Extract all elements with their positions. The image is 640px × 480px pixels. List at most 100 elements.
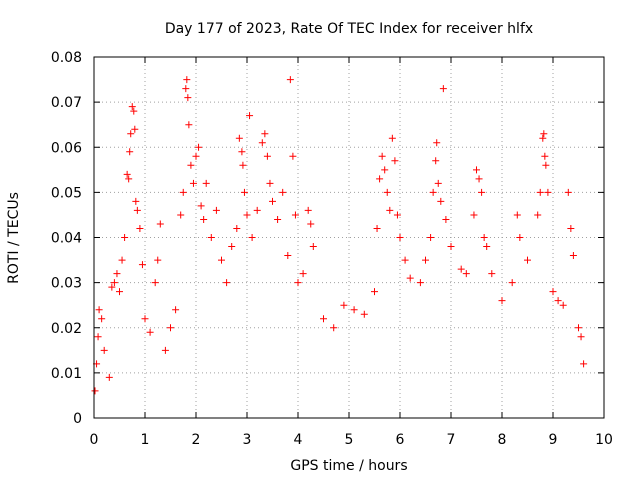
data-point — [243, 211, 251, 219]
data-point — [133, 206, 141, 214]
data-point — [95, 306, 103, 314]
data-point — [207, 234, 215, 241]
x-axis: 0 1 2 3 4 5 6 7 8 9 10 — [90, 57, 613, 448]
chart-title: Day 177 of 2023, Rate Of TEC Index for r… — [165, 21, 533, 37]
data-point — [433, 139, 441, 147]
y-tick-label: 0.01 — [51, 366, 82, 382]
data-point — [200, 215, 208, 223]
data-point — [480, 234, 488, 241]
data-point — [151, 279, 159, 287]
data-point — [534, 211, 542, 219]
data-points — [91, 76, 588, 395]
data-point — [386, 206, 394, 214]
data-point — [189, 179, 197, 187]
data-point — [156, 220, 164, 228]
y-tick-label: 0.02 — [51, 321, 82, 337]
data-point — [172, 306, 180, 314]
data-point — [218, 256, 225, 264]
data-point — [141, 315, 149, 323]
data-point — [126, 148, 134, 156]
data-point — [381, 166, 389, 174]
data-point — [238, 148, 246, 156]
y-axis-label: ROTI / TECUs — [6, 192, 22, 284]
data-point — [542, 161, 550, 169]
data-point — [105, 373, 113, 381]
data-point — [228, 243, 236, 251]
x-tick-label: 1 — [141, 432, 150, 448]
data-point — [261, 130, 269, 138]
data-point — [473, 166, 480, 174]
data-point — [575, 324, 582, 332]
data-point — [202, 179, 210, 187]
data-point — [240, 188, 248, 196]
data-point — [136, 224, 144, 232]
data-point — [212, 206, 220, 214]
data-point — [373, 224, 381, 232]
data-point — [393, 211, 401, 219]
data-point — [559, 301, 567, 309]
data-point — [478, 188, 486, 196]
data-point — [309, 243, 317, 251]
data-point — [279, 188, 287, 196]
y-axis: 0 0.01 0.02 0.03 0.04 0.05 0.06 0.07 0.08 — [51, 50, 604, 427]
x-tick-label: 3 — [243, 432, 252, 448]
data-point — [524, 256, 531, 264]
x-tick-label: 9 — [549, 432, 558, 448]
data-point — [536, 188, 544, 196]
data-point — [197, 202, 205, 210]
data-point — [263, 152, 271, 160]
data-point — [388, 134, 396, 142]
data-point — [118, 256, 126, 264]
data-point — [125, 175, 133, 183]
data-point — [569, 252, 577, 260]
data-point — [253, 206, 261, 214]
y-tick-label: 0.07 — [51, 95, 82, 111]
data-point — [429, 188, 437, 196]
data-point — [434, 179, 442, 187]
data-point — [567, 224, 575, 232]
data-point — [185, 121, 193, 129]
data-point — [274, 215, 282, 223]
data-point — [183, 76, 191, 84]
x-tick-label: 8 — [498, 432, 507, 448]
data-point — [508, 279, 516, 287]
data-point — [233, 224, 241, 232]
data-point — [378, 152, 386, 160]
data-point — [396, 234, 404, 241]
data-point — [462, 270, 470, 278]
data-point — [437, 197, 445, 205]
x-tick-label: 10 — [595, 432, 613, 448]
data-point — [239, 161, 247, 169]
data-point — [294, 279, 302, 287]
data-point — [154, 256, 162, 264]
data-point — [371, 288, 378, 296]
data-point — [376, 175, 384, 183]
data-point — [235, 134, 243, 142]
data-point — [540, 130, 548, 138]
data-point — [269, 197, 276, 205]
x-tick-label: 0 — [90, 432, 99, 448]
data-point — [179, 188, 187, 196]
data-point — [289, 152, 297, 160]
data-point — [307, 220, 315, 228]
data-point — [266, 179, 274, 187]
data-point — [91, 387, 99, 395]
data-point — [304, 206, 312, 214]
x-axis-label: GPS time / hours — [290, 458, 407, 474]
data-point — [457, 265, 465, 273]
y-tick-label: 0.04 — [51, 231, 82, 247]
data-point — [350, 306, 358, 314]
data-point — [340, 301, 348, 309]
y-tick-label: 0.06 — [51, 140, 82, 156]
data-point — [422, 256, 429, 264]
data-point — [195, 143, 203, 151]
y-tick-label: 0.08 — [51, 50, 82, 66]
data-point — [223, 279, 231, 287]
data-point — [406, 274, 414, 282]
data-point — [284, 252, 292, 260]
data-point — [138, 261, 146, 269]
data-point — [442, 215, 450, 223]
data-point — [488, 270, 496, 278]
data-point — [123, 170, 131, 178]
